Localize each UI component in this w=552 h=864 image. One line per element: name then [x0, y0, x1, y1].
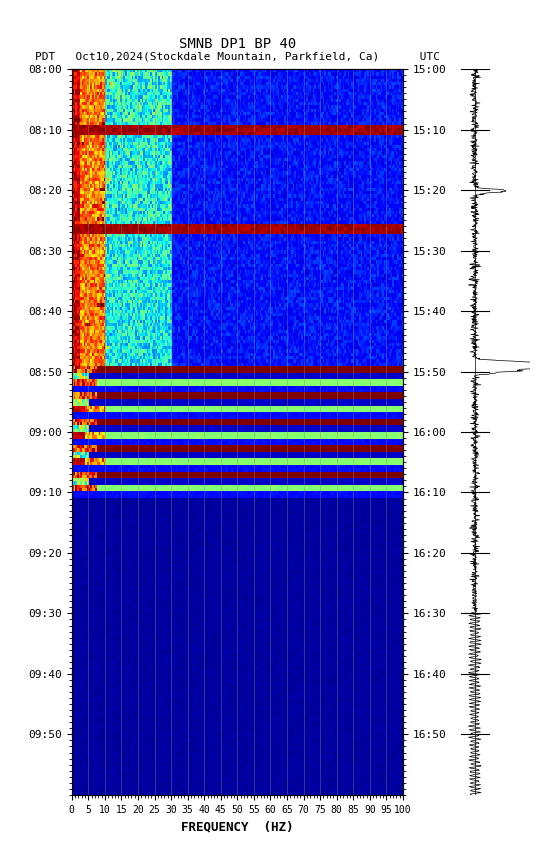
Text: SMNB DP1 BP 40: SMNB DP1 BP 40 [179, 37, 296, 51]
Text: PDT   Oct10,2024(Stockdale Mountain, Parkfield, Ca)      UTC: PDT Oct10,2024(Stockdale Mountain, Parkf… [35, 52, 440, 62]
X-axis label: FREQUENCY  (HZ): FREQUENCY (HZ) [181, 820, 294, 833]
